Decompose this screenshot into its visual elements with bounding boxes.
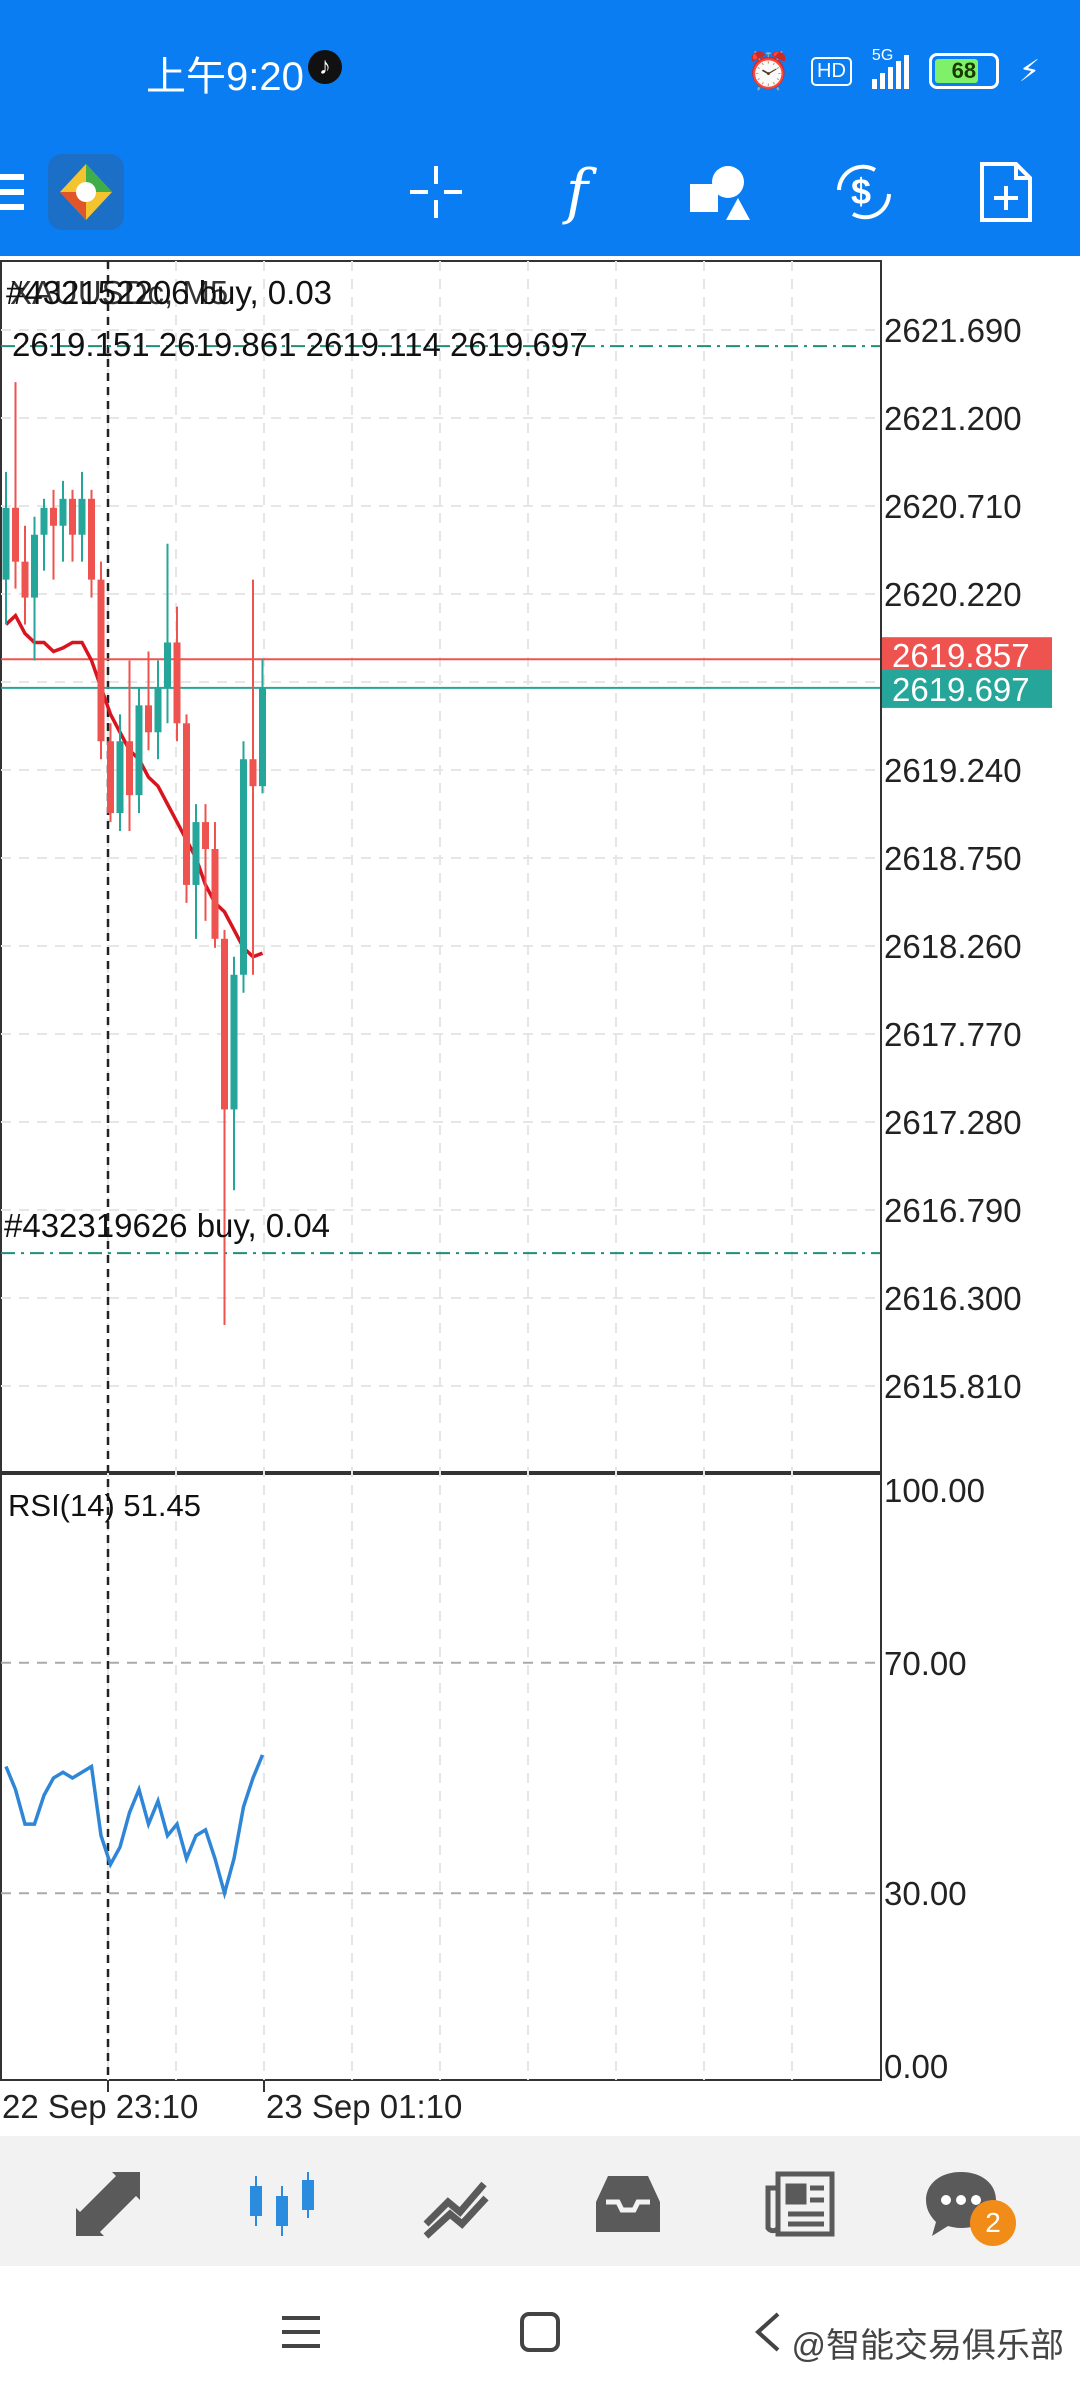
candle-body	[202, 822, 209, 850]
messages-nav-icon[interactable]: 2	[906, 2156, 1016, 2252]
charging-icon: ⚡	[1018, 54, 1040, 88]
back-icon[interactable]	[752, 2310, 784, 2359]
status-time: 上午9:20	[146, 55, 304, 99]
price-chart[interactable]: 2621.6902621.2002620.7102620.2202619.730…	[0, 256, 1080, 2136]
candle-body	[164, 642, 171, 688]
svg-text:$: $	[851, 171, 871, 212]
order-top-label: #432152206 buy, 0.03	[6, 274, 332, 311]
indicators-icon[interactable]: f	[565, 157, 589, 227]
news-nav-icon[interactable]	[752, 2156, 848, 2252]
bid-price-label: 2619.697	[892, 671, 1030, 708]
trade-nav-icon[interactable]	[408, 2156, 504, 2252]
rsi-line	[4, 1754, 265, 1900]
candle-body	[221, 938, 228, 1110]
objects-icon[interactable]	[680, 152, 760, 232]
candle-body	[126, 741, 133, 796]
chart-nav-icon[interactable]	[234, 2156, 330, 2252]
rsi-tick-label: 30.00	[884, 1875, 967, 1912]
status-bar: 上午9:20 ♪ ⏰ HD 5G 68 ⚡	[0, 0, 1080, 128]
candle-body	[230, 974, 238, 1110]
price-tick-label: 2616.300	[884, 1280, 1022, 1317]
price-tick-label: 2620.220	[884, 576, 1022, 613]
price-tick-label: 2620.710	[884, 488, 1022, 525]
candle-body	[154, 687, 162, 733]
price-tick-label: 2618.750	[884, 840, 1022, 877]
rsi-tick-label: 70.00	[884, 1645, 967, 1682]
moving-average-line	[4, 612, 264, 959]
ask-price-label: 2619.857	[892, 637, 1030, 674]
app-logo-icon[interactable]	[46, 152, 126, 232]
candle-body	[21, 561, 29, 598]
bottom-nav: 2	[0, 2136, 1080, 2266]
battery-icon: 68	[928, 53, 999, 89]
price-tick-label: 2618.260	[884, 928, 1022, 965]
alarm-icon: ⏰	[746, 50, 792, 91]
hd-icon: HD	[811, 56, 852, 86]
price-tick-label: 2617.280	[884, 1104, 1022, 1141]
candle-body	[107, 741, 114, 814]
candle-body	[97, 579, 105, 742]
candle-body	[116, 741, 124, 814]
message-badge: 2	[970, 2200, 1016, 2246]
system-nav: @智能交易俱乐部	[0, 2266, 1080, 2400]
candle-body	[249, 759, 257, 787]
candle-body	[145, 705, 152, 733]
candle-body	[31, 534, 38, 598]
price-tick-label: 2619.240	[884, 752, 1022, 789]
trade-icon[interactable]: $	[824, 152, 904, 232]
candle-body	[12, 507, 19, 562]
ask-price-tag	[882, 637, 1052, 674]
chart-area[interactable]: 2621.6902621.2002620.7102620.2202619.730…	[0, 256, 1080, 2136]
quotes-nav-icon[interactable]	[60, 2156, 156, 2252]
candle-body	[69, 498, 76, 535]
menu-icon[interactable]	[0, 152, 60, 232]
candle-body	[240, 759, 247, 975]
rsi-tick-label: 0.00	[884, 2048, 948, 2085]
network-label: 5G	[871, 47, 894, 64]
candle-body	[135, 705, 143, 796]
signal-icon: 5G	[871, 47, 909, 89]
candle-body	[40, 507, 48, 535]
tiktok-icon: ♪	[308, 50, 342, 84]
recent-apps-icon[interactable]	[280, 2312, 324, 2357]
new-order-icon[interactable]	[966, 152, 1046, 232]
history-nav-icon[interactable]	[580, 2156, 676, 2252]
home-icon[interactable]	[518, 2310, 562, 2359]
rsi-tick-label: 100.00	[884, 1472, 985, 1509]
candle-body	[88, 498, 95, 580]
bid-price-tag	[882, 669, 1052, 708]
price-tick-label: 2621.200	[884, 400, 1022, 437]
rsi-label: RSI(14) 51.45	[8, 1488, 201, 1523]
symbol-timeframe-label: XAUUSDc, M5	[10, 274, 228, 311]
status-icons: ⏰ HD 5G 68 ⚡	[746, 47, 1040, 92]
top-toolbar: f $	[0, 128, 1080, 256]
price-tick-label: 2621.690	[884, 312, 1022, 349]
time-label: 23 Sep 01:10	[266, 2088, 462, 2125]
watermark: @智能交易俱乐部	[791, 2327, 1064, 2365]
time-label: 22 Sep 23:10	[2, 2088, 198, 2125]
candle-body	[211, 849, 219, 939]
candle-body	[259, 687, 266, 787]
candle-body	[173, 642, 181, 724]
candle-body	[192, 822, 200, 885]
candle-body	[59, 498, 67, 526]
price-tick-label: 2617.770	[884, 1016, 1022, 1053]
candle-body	[50, 507, 57, 526]
price-tick-label: 2616.790	[884, 1192, 1022, 1229]
crosshair-icon[interactable]	[396, 152, 476, 232]
price-tick-label: 2615.810	[884, 1368, 1022, 1405]
candle-body	[183, 723, 190, 885]
candle-body	[78, 498, 86, 535]
ohlc-label: 2619.151 2619.861 2619.114 2619.697	[12, 326, 588, 363]
candle-body	[2, 507, 10, 580]
battery-level: 68	[951, 58, 977, 83]
order-bottom-label: #432319626 buy, 0.04	[4, 1207, 330, 1244]
